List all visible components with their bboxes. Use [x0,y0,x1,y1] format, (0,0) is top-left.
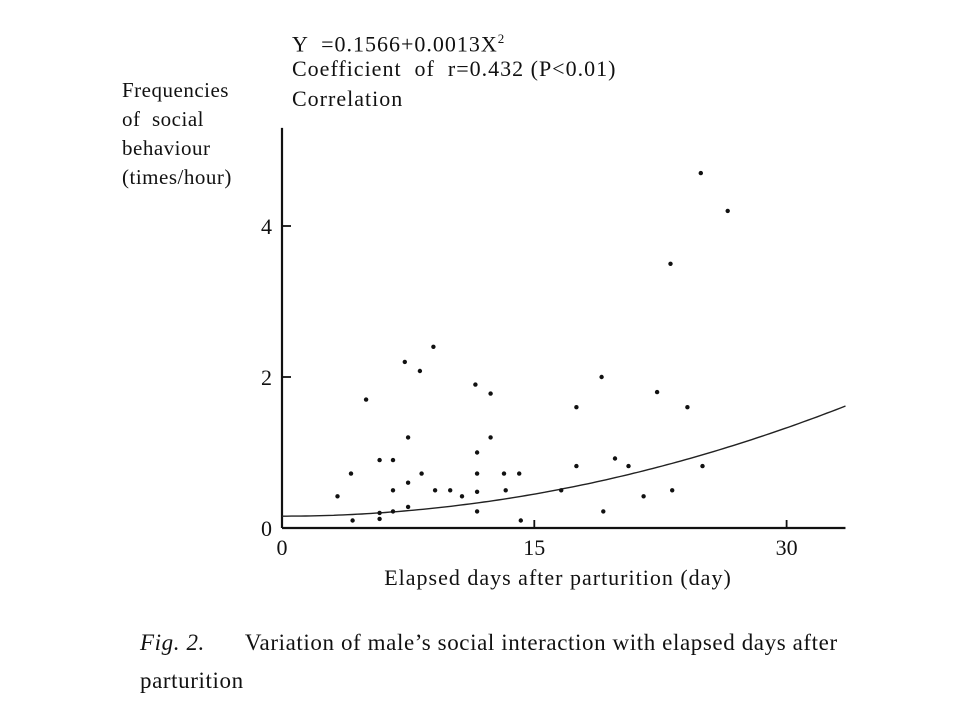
data-point [390,488,396,493]
data-point [405,504,411,510]
axes: 0 15 30 0 2 4 [261,127,846,560]
data-point [574,463,579,469]
equation-superscript: 2 [497,31,506,46]
data-point [473,382,478,387]
fit-curve-group [282,405,846,517]
data-point [448,488,453,493]
equation-line-1: Y =0.1566+0.0013X2 [292,26,505,57]
data-point [685,405,690,410]
data-point [432,488,438,493]
data-point [574,405,579,410]
equation-line-3: Correlation [292,86,403,112]
x-tick-label: 15 [523,535,545,560]
data-point [377,510,382,516]
y-tick-label: 2 [261,365,272,390]
data-point [363,397,369,402]
data-point [517,471,522,476]
data-point [488,435,493,440]
data-point [612,456,618,461]
data-point [670,488,675,493]
data-point [431,344,436,349]
data-point [626,463,631,469]
data-point [402,359,407,365]
equation-line-2: Coefficient of r=0.432 (P<0.01) [292,56,616,82]
y-axis-label: Frequencies of social behaviour (times/hour… [122,76,232,192]
data-point [518,518,523,523]
y-label-line: behaviour [122,136,211,160]
data-point [488,391,493,396]
correlation-label: Correlation [292,86,404,111]
data-point [377,457,382,463]
data-point [700,463,705,469]
data-point [390,509,396,514]
x-tick-label: 0 [277,535,288,560]
data-point [419,471,424,476]
data-point [601,509,606,514]
data-point [350,518,355,523]
data-point [459,494,465,499]
data-point [377,516,382,522]
data-point [668,261,673,266]
data-point [559,488,564,493]
y-label-line: of social [122,107,204,131]
data-point [335,494,340,499]
y-label-line: Frequencies [122,78,229,102]
data-point [348,471,354,476]
data-point [474,489,480,494]
caption-text: Variation of male’s social interaction w… [140,630,838,693]
correlation-text: Coefficient of r=0.432 (P<0.01) [292,56,617,81]
data-point [474,471,480,476]
y-tick-label: 0 [261,516,272,541]
equation-text: Y =0.1566+0.0013X [292,31,498,57]
data-point [698,170,703,176]
fit-curve [282,405,846,517]
data-point [405,480,411,485]
data-point [474,509,480,514]
y-label-line: (times/hour) [122,165,232,189]
x-axis-label: Elapsed days after parturition (day) [384,565,732,590]
data-point [641,494,646,499]
data-point [390,457,396,463]
data-point [417,368,423,374]
data-point [599,374,604,380]
x-tick-label: 30 [776,535,798,560]
data-point [725,208,730,214]
data-point [501,471,507,476]
figure-caption: Fig. 2. Variation of male’s social intera… [140,624,900,700]
data-point [654,389,660,395]
data-points [335,170,730,523]
y-tick-label: 4 [261,214,272,239]
data-point [405,435,411,440]
data-point [503,488,508,493]
caption-label: Fig. 2. [140,630,205,655]
data-point [474,450,480,455]
